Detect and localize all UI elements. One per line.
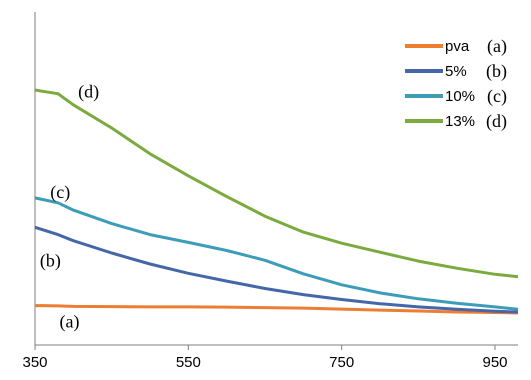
curve-label: (b) [40,250,61,271]
series-line-c [35,198,518,309]
x-ticks: 350 550 750 950 [22,345,507,371]
x-tick-label: 550 [176,354,201,371]
legend-label: 13% [445,113,475,130]
legend-label: 10% [445,88,475,105]
legend: pva (a) 5% (b) 10% (c) 13% (d) [405,36,507,132]
legend-tag: (d) [486,111,507,132]
curve-label: (a) [60,312,80,333]
legend-tag: (c) [487,86,507,107]
curve-label: (c) [50,182,70,203]
x-tick-label: 750 [329,354,354,371]
x-tick-label: 350 [22,354,47,371]
x-tick-label: 950 [482,354,507,371]
legend-tag: (b) [486,61,507,82]
series-line-b [35,227,518,312]
legend-label: pva [445,38,470,55]
legend-tag: (a) [487,36,507,57]
curve-label: (d) [78,81,99,102]
legend-label: 5% [445,63,467,80]
